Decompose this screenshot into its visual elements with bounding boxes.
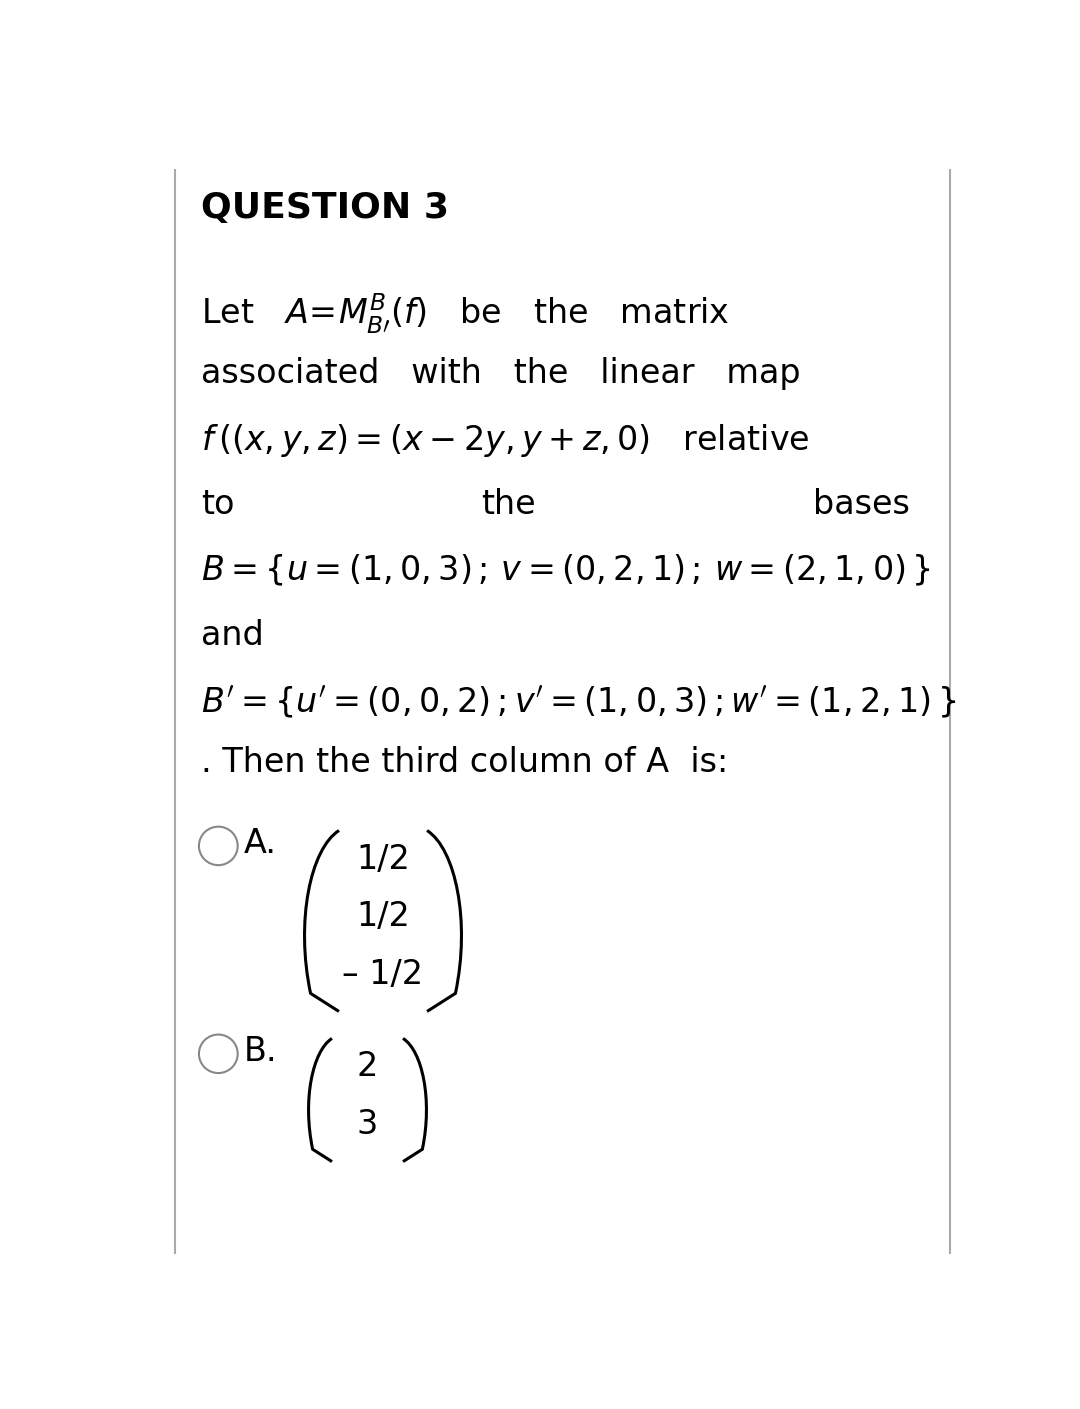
Text: 1/2: 1/2 xyxy=(356,843,410,875)
Text: the: the xyxy=(482,488,536,521)
Text: 3: 3 xyxy=(356,1107,378,1141)
Text: B.: B. xyxy=(243,1034,278,1068)
Text: QUESTION 3: QUESTION 3 xyxy=(201,192,449,225)
Text: to: to xyxy=(201,488,234,521)
Text: associated   with   the   linear   map: associated with the linear map xyxy=(201,356,800,390)
Text: $B' = \{u' = (0,0,2)\,;v' = (1,0,3)\,;w' = (1,2,1)\,\}$: $B' = \{u' = (0,0,2)\,;v' = (1,0,3)\,;w'… xyxy=(201,685,956,720)
Text: and: and xyxy=(201,619,264,652)
Text: bases: bases xyxy=(813,488,910,521)
Text: $B = \{u = (1,0,3)\,;\,v = (0,2,1)\,;\,w = (2,1,0)\,\}$: $B = \{u = (1,0,3)\,;\,v = (0,2,1)\,;\,w… xyxy=(201,554,931,589)
Text: $f\,((x,y,z) = (x - 2y,y + z,0)$   relative: $f\,((x,y,z) = (x - 2y,y + z,0)$ relativ… xyxy=(201,423,809,459)
Text: Let   $A\!=\!M^B_{B\prime}(f)$   be   the   matrix: Let $A\!=\!M^B_{B\prime}(f)$ be the matr… xyxy=(201,292,729,335)
Text: 1/2: 1/2 xyxy=(356,900,410,933)
Text: – 1/2: – 1/2 xyxy=(342,958,423,991)
Text: A.: A. xyxy=(243,827,276,859)
Text: . Then the third column of A  is:: . Then the third column of A is: xyxy=(201,745,728,779)
Text: 2: 2 xyxy=(356,1050,378,1084)
